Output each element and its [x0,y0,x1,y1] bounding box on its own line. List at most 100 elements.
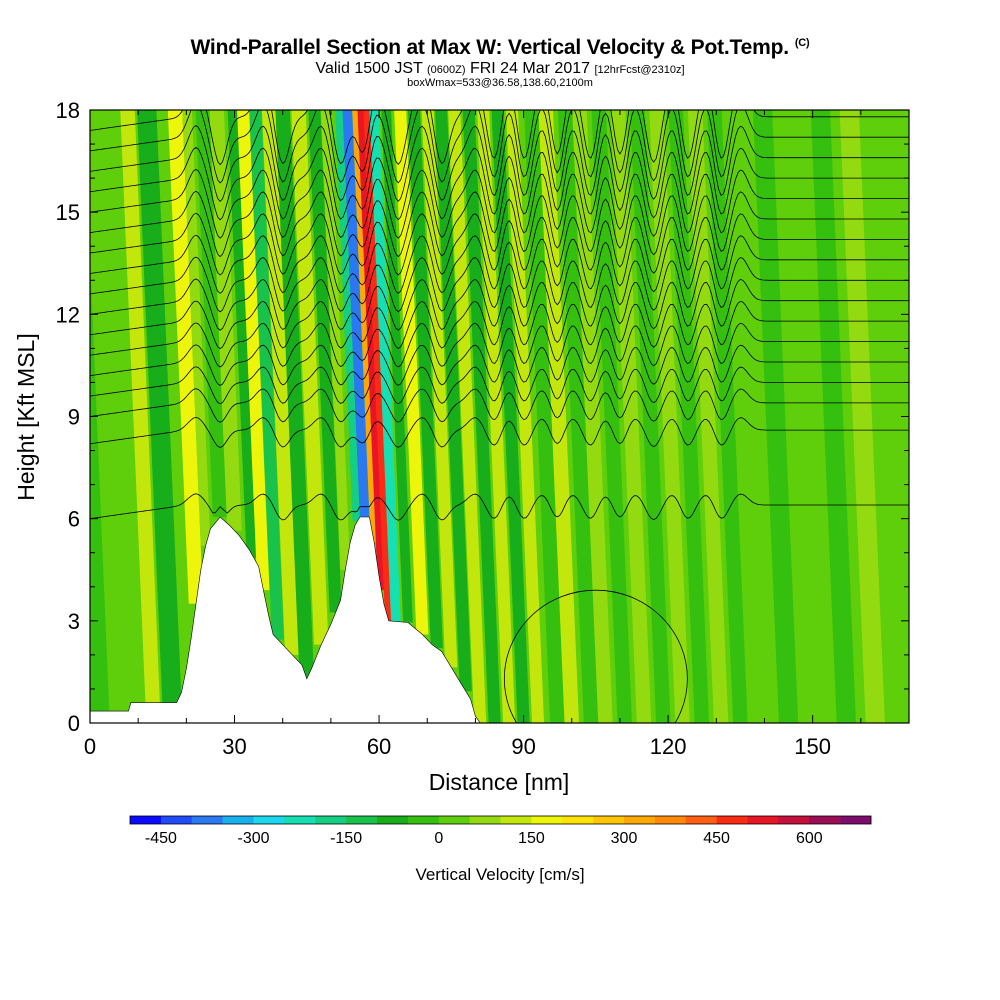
colorbar-swatch [685,816,717,824]
theta-contour-closed [503,589,688,723]
x-axis: 0 30 60 90 120 150 [84,110,910,759]
x-tick-label: 60 [367,734,391,759]
colorbar-swatch [222,816,254,824]
colorbar-label: 450 [703,830,730,847]
velocity-core [345,144,367,466]
theta-contour [90,125,909,203]
y-tick-label: 0 [68,711,80,736]
velocity-band [687,110,729,723]
colorbar-label: 150 [518,830,545,847]
theta-contour [90,190,909,258]
colorbar-label: 0 [434,830,443,847]
subtitle-forecast: [12hrFcst@2310z] [594,64,685,76]
y-tick-label: 18 [56,98,80,123]
theta-contour [90,300,909,350]
colorbar-swatch [315,816,347,824]
velocity-band [408,110,443,649]
colorbar-label: -450 [145,830,177,847]
velocity-core [365,144,391,570]
colorbar-swatch [130,816,162,824]
colorbar-label: -300 [237,830,269,847]
velocity-band [752,110,799,723]
colorbar-label: 600 [796,830,823,847]
subtitle-utc: (0600Z) [426,64,466,76]
x-axis-title: Distance [nm] [429,769,570,795]
theta-contour [90,110,909,184]
colorbar-swatch [500,816,532,824]
theta-contour [90,168,909,239]
theta-contour [90,234,909,294]
theta-contour [90,256,909,313]
colorbar-swatch [562,816,594,824]
vertical-velocity-field [90,110,909,723]
copyright-mark: (C) [794,37,810,49]
colorbar-frame [129,815,872,825]
velocity-band [477,110,516,723]
terrain-mask [89,516,909,724]
y-tick-label: 15 [56,200,80,225]
colorbar-swatch [438,816,470,824]
x-tick-label: 90 [511,734,535,759]
velocity-band [462,110,501,723]
colorbar-swatch [253,816,285,824]
theta-contour [90,416,909,448]
velocity-band [728,110,775,723]
velocity-band [209,110,242,531]
colorbar-label: 300 [611,830,638,847]
subtitle-valid: Valid 1500 JST [315,60,423,77]
velocity-core [397,144,426,584]
velocity-band [649,110,690,723]
colorbar-swatch [840,816,872,824]
x-tick-label: 30 [222,734,246,759]
y-tick-label: 6 [68,507,80,532]
colorbar-title: Vertical Velocity [cm/s] [415,865,584,884]
colorbar-swatch [809,816,841,824]
theta-contour [90,344,909,386]
colorbar-swatch [407,816,440,824]
velocity-band [249,110,284,640]
velocity-band [839,110,885,723]
y-tick-label: 12 [56,302,80,327]
y-axis-title: Height [Kft MSL] [13,333,39,500]
colorbar-swatch [654,816,687,824]
y-tick-label: 3 [68,609,80,634]
velocity-band [120,110,160,703]
x-tick-label: 0 [84,734,96,759]
theta-contour [90,278,909,331]
colorbar-swatch [377,816,409,824]
theta-contour [90,147,909,221]
velocity-core [171,144,200,553]
chart-title-text: Wind-Parallel Section at Max W: Vertical… [190,36,790,59]
velocity-band [591,110,632,723]
theta-contour [90,322,909,368]
theta-contour [90,212,909,276]
theta-contours [90,110,909,723]
velocity-band [557,110,599,723]
velocity-band [182,110,211,546]
velocity-band [261,110,300,655]
velocity-band [448,110,487,723]
velocity-band [275,110,315,679]
colorbar-swatch [346,816,378,824]
subtitle-date: FRI 24 Mar 2017 [469,60,591,77]
x-tick-label: 150 [794,734,831,759]
theta-contour [90,110,909,166]
velocity-band [630,110,671,723]
colorbar-swatch [191,816,223,824]
chart-subline: boxWmax=533@36.58,138.60,2100m [407,77,593,89]
colorbar-swatch [469,816,501,824]
velocity-band [308,110,342,613]
y-tick-label: 9 [68,405,80,430]
colorbar-swatch [531,816,563,824]
velocity-band [421,110,458,668]
theta-contour [90,493,909,521]
colorbar-swatch [716,816,748,824]
velocity-band [90,110,134,712]
velocity-band [610,110,652,723]
velocity-band [491,110,530,723]
theta-contour [90,388,909,423]
velocity-core [372,144,399,571]
velocity-band [810,110,857,723]
velocity-band [707,110,748,723]
velocity-band [866,110,907,723]
